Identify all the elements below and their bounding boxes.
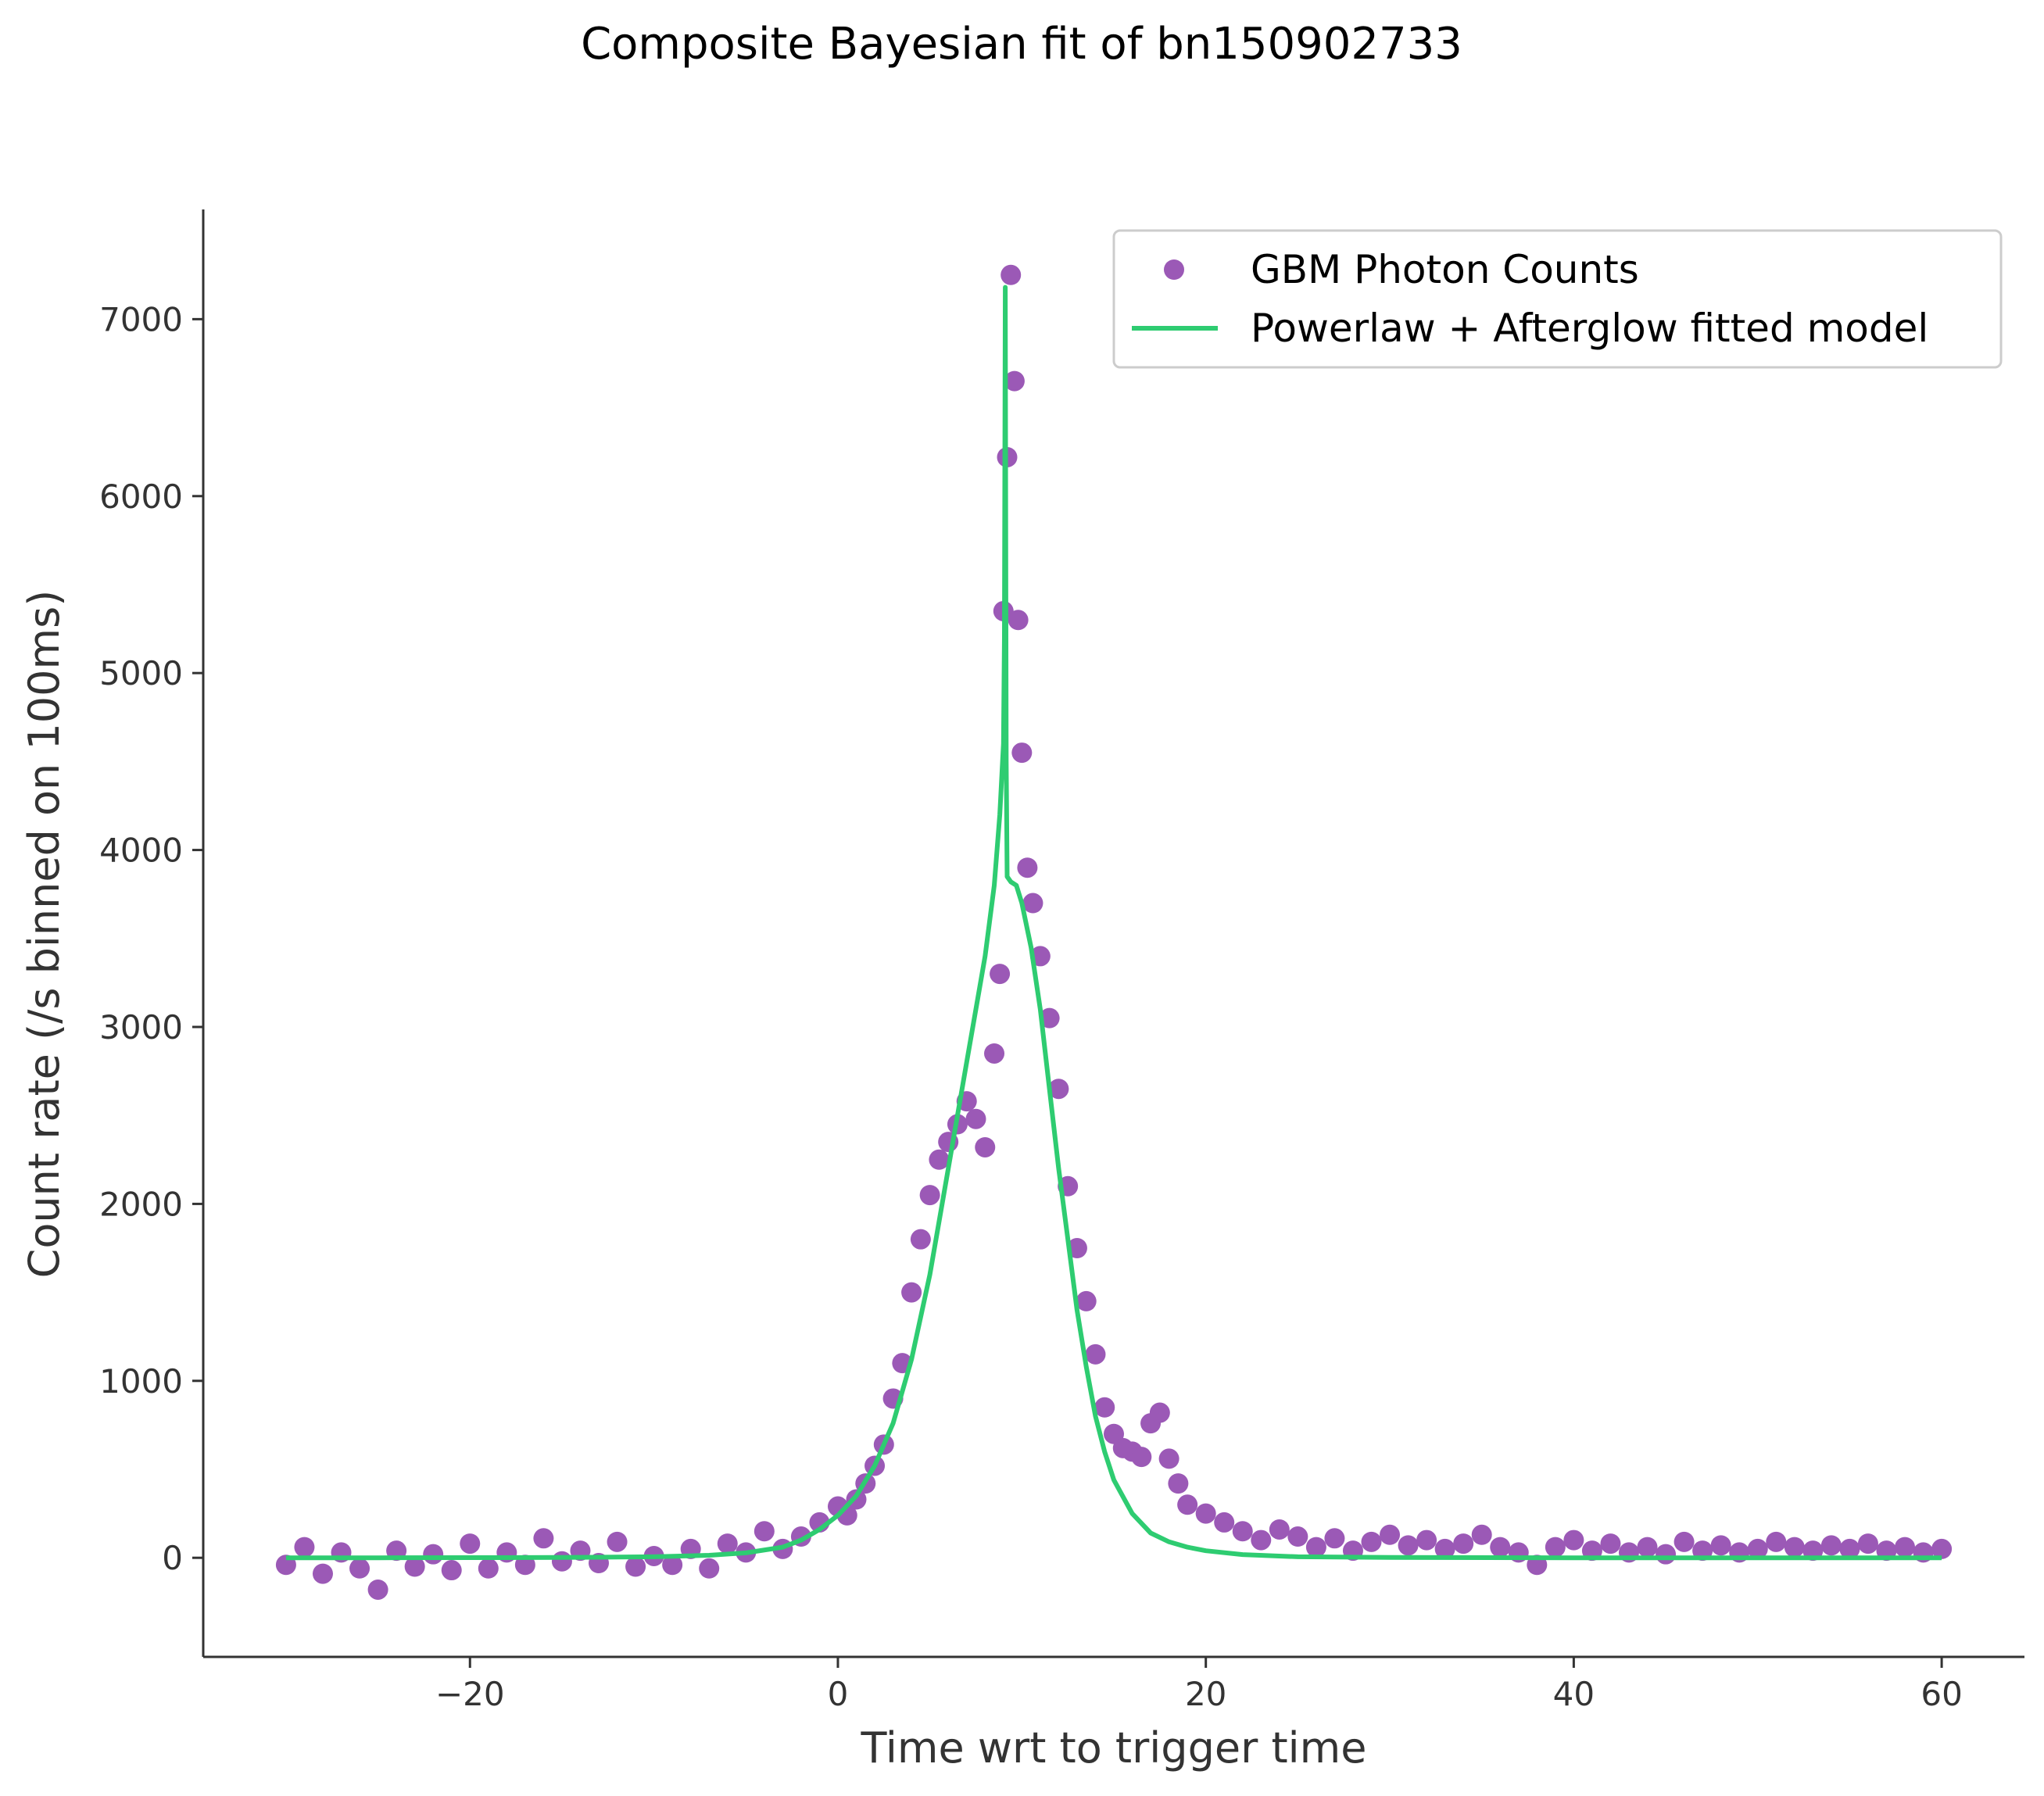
y-tick-label: 0: [162, 1539, 183, 1577]
data-point: [294, 1537, 315, 1558]
data-point: [1361, 1531, 1382, 1552]
fitted-model-line: [285, 284, 1942, 1561]
data-point: [1931, 1538, 1953, 1559]
data-point: [1085, 1343, 1106, 1365]
data-point: [1004, 370, 1025, 392]
data-point: [1656, 1544, 1677, 1565]
data-point: [1149, 1402, 1170, 1423]
x-ticks: −20 0 20 40 60: [435, 1657, 1963, 1713]
y-tick-label: 4000: [99, 832, 183, 870]
legend-marker-gbm-photon-counts: [1164, 259, 1184, 280]
data-point: [1380, 1524, 1401, 1545]
plot-area: [275, 264, 1953, 1600]
data-point: [1398, 1535, 1419, 1556]
data-point: [910, 1229, 931, 1250]
data-point: [901, 1282, 922, 1303]
x-tick-label: 0: [828, 1675, 849, 1713]
data-point: [1820, 1535, 1842, 1556]
y-tick-label: 1000: [99, 1362, 183, 1401]
data-point: [367, 1579, 388, 1600]
legend-label-gbm-photon-counts: GBM Photon Counts: [1251, 247, 1639, 292]
x-tick-label: 60: [1921, 1675, 1962, 1713]
data-point: [1471, 1524, 1492, 1545]
data-point: [1195, 1503, 1216, 1524]
data-point: [1637, 1537, 1658, 1558]
data-point: [312, 1563, 333, 1584]
data-point: [533, 1528, 554, 1549]
x-axis-label: Time wrt to trigger time: [861, 1723, 1367, 1773]
data-point: [1766, 1531, 1787, 1552]
x-tick-label: 40: [1553, 1675, 1595, 1713]
legend-label-fitted-model: Powerlaw + Afterglow fitted model: [1251, 306, 1928, 351]
data-point: [1490, 1537, 1511, 1558]
y-tick-label: 2000: [99, 1185, 183, 1223]
y-ticks: 0 1000 2000 3000 4000 5000 6000 7000: [99, 300, 203, 1577]
data-point: [1839, 1538, 1860, 1559]
data-point: [1287, 1526, 1308, 1547]
data-point: [404, 1556, 425, 1577]
data-point: [919, 1185, 940, 1206]
data-point: [1545, 1537, 1566, 1558]
data-point: [1158, 1448, 1180, 1469]
data-point: [1895, 1537, 1916, 1558]
data-point: [1076, 1290, 1097, 1311]
data-point: [990, 964, 1011, 985]
data-point: [423, 1544, 444, 1565]
data-point: [1453, 1533, 1474, 1555]
y-axis-label: Count rate (/s binned on 100ms): [20, 590, 69, 1279]
data-point: [1324, 1528, 1345, 1549]
data-point: [1600, 1533, 1621, 1555]
data-point: [460, 1533, 481, 1555]
data-point: [1784, 1537, 1805, 1558]
data-point: [1563, 1529, 1584, 1551]
data-point: [717, 1533, 738, 1555]
data-point: [1001, 264, 1022, 285]
data-point: [1251, 1529, 1272, 1551]
data-point: [1269, 1519, 1290, 1540]
x-tick-label: −20: [435, 1675, 505, 1713]
data-point: [349, 1558, 370, 1579]
data-point: [1232, 1521, 1253, 1542]
data-point: [754, 1521, 775, 1542]
data-point: [478, 1558, 499, 1579]
data-point: [1710, 1535, 1731, 1556]
data-point: [1011, 742, 1033, 764]
legend: GBM Photon Counts Powerlaw + Afterglow f…: [1112, 229, 2003, 369]
data-point: [1022, 893, 1043, 914]
chart-title: Composite Bayesian fit of bn150902733: [581, 19, 1462, 70]
y-tick-label: 3000: [99, 1008, 183, 1046]
data-point: [975, 1136, 996, 1157]
data-point: [1177, 1494, 1198, 1515]
data-point: [1048, 1079, 1069, 1100]
data-point: [662, 1555, 683, 1576]
data-point: [1168, 1473, 1189, 1494]
y-tick-label: 6000: [99, 478, 183, 516]
y-tick-label: 5000: [99, 654, 183, 692]
data-point: [1747, 1538, 1768, 1559]
data-point: [1305, 1537, 1326, 1558]
x-tick-label: 20: [1185, 1675, 1226, 1713]
data-point: [699, 1558, 720, 1579]
data-point: [625, 1556, 646, 1577]
data-point: [441, 1560, 462, 1581]
data-point: [1017, 857, 1038, 878]
data-point: [1039, 1007, 1060, 1029]
data-point: [965, 1108, 986, 1129]
data-point: [607, 1531, 628, 1552]
data-point: [1857, 1533, 1878, 1555]
data-point: [984, 1043, 1005, 1064]
data-point: [1674, 1531, 1695, 1552]
data-point: [929, 1149, 950, 1170]
data-point: [1008, 610, 1029, 631]
data-point: [551, 1551, 572, 1572]
data-point: [1416, 1529, 1437, 1551]
data-point: [1094, 1397, 1115, 1418]
data-point: [1131, 1447, 1152, 1468]
legend-box: [1112, 229, 2003, 369]
data-point: [1214, 1512, 1235, 1533]
y-tick-label: 7000: [99, 300, 183, 338]
data-point: [1434, 1538, 1455, 1559]
